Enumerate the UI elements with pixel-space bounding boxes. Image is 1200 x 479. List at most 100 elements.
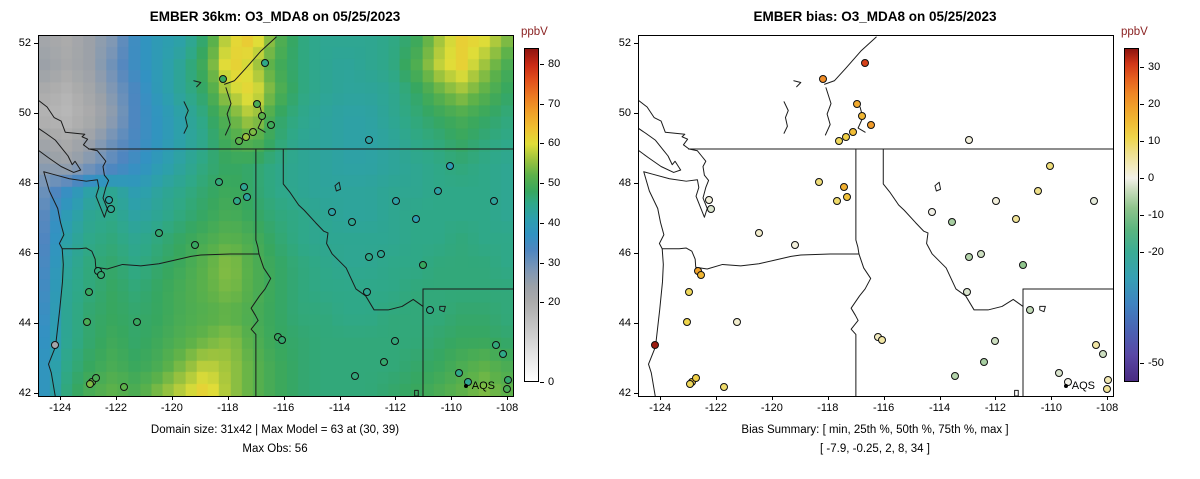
x-tick-label: -120	[160, 402, 183, 414]
station-dot	[950, 372, 959, 381]
bias-colorbar-gradient	[1124, 48, 1139, 382]
x-tick-mark	[1051, 396, 1053, 400]
station-dot	[696, 270, 705, 279]
model-x-axis: -124 -122 -120 -118 -116 -114 -112 -110 -108	[38, 396, 518, 420]
station-dot	[877, 335, 886, 344]
y-tick-label: 50	[618, 107, 631, 120]
station-dot	[814, 178, 823, 187]
station-dot	[858, 111, 867, 120]
station-dot	[502, 384, 511, 393]
bias-plot-area: AQS	[638, 35, 1114, 397]
colorbar-tick-label: 40	[548, 216, 561, 229]
station-dot	[1104, 375, 1113, 384]
station-dot	[963, 288, 972, 297]
model-caption-maxobs: Max Obs: 56	[242, 443, 308, 455]
colorbar-tick-label: 0	[548, 376, 555, 388]
station-dot	[682, 318, 691, 327]
y-tick-label: 52	[18, 37, 31, 50]
station-dot	[191, 241, 200, 250]
station-dot	[947, 218, 956, 227]
station-dot	[392, 197, 401, 206]
y-tick-mark	[34, 392, 38, 394]
station-dot	[364, 252, 373, 261]
y-tick-mark	[634, 182, 638, 184]
bias-aqs-legend: AQS	[1063, 380, 1095, 392]
model-plot-area: AQS	[38, 35, 514, 397]
model-stations-layer	[39, 36, 513, 396]
station-dot	[425, 305, 434, 314]
station-dot	[455, 368, 464, 377]
y-tick-mark	[634, 252, 638, 254]
colorbar-tick-mark	[540, 143, 544, 145]
colorbar-tick-label: 50	[548, 177, 561, 190]
station-dot	[1098, 349, 1107, 358]
colorbar-tick-mark	[540, 382, 544, 383]
station-dot	[498, 349, 507, 358]
colorbar-tick-mark	[1140, 66, 1144, 68]
x-tick-mark	[939, 396, 941, 400]
aqs-legend-label: AQS	[471, 380, 495, 392]
station-dot	[1090, 197, 1099, 206]
x-tick-mark	[715, 396, 717, 400]
colorbar-tick-label: 30	[548, 256, 561, 269]
model-colorbar: ppbV 0 20 30 40 50 60 70 80	[521, 26, 596, 388]
y-tick-label: 42	[18, 386, 31, 399]
model-map-panel: EMBER 36km: O3_MDA8 on 05/25/2023 42 44 46…	[18, 9, 596, 455]
y-tick-label: 48	[618, 176, 631, 189]
y-tick-mark	[634, 322, 638, 324]
x-tick-label: -114	[328, 402, 351, 414]
y-tick-mark	[34, 43, 38, 45]
station-dot	[841, 132, 850, 141]
station-dot	[1091, 340, 1100, 349]
station-dot	[234, 137, 243, 146]
x-tick-mark	[339, 396, 341, 400]
station-dot	[85, 287, 94, 296]
bias-y-axis: 42 44 46 48 50 52	[600, 35, 638, 399]
model-colorbar-gradient	[524, 48, 539, 382]
x-tick-mark	[60, 396, 62, 400]
station-dot	[242, 192, 251, 201]
colorbar-tick-label: 30	[1148, 60, 1161, 73]
station-dot	[266, 121, 275, 130]
station-dot	[719, 382, 728, 391]
x-tick-mark	[883, 396, 885, 400]
y-tick-label: 46	[18, 246, 31, 259]
station-dot	[928, 207, 937, 216]
station-dot	[248, 127, 257, 136]
station-dot	[979, 358, 988, 367]
x-tick-label: -122	[704, 402, 727, 414]
station-dot	[214, 178, 223, 187]
station-dot	[754, 228, 763, 237]
x-tick-mark	[995, 396, 997, 400]
y-tick-label: 42	[618, 386, 631, 399]
y-tick-mark	[34, 182, 38, 184]
station-dot	[1025, 305, 1034, 314]
station-dot	[791, 241, 800, 250]
y-tick-mark	[634, 392, 638, 394]
station-dot	[732, 317, 741, 326]
station-dot	[261, 59, 270, 68]
y-tick-mark	[634, 113, 638, 115]
station-dot	[651, 340, 660, 349]
colorbar-tick-mark	[540, 262, 544, 264]
colorbar-tick-label: -20	[1148, 246, 1164, 259]
bias-colorbar: ppbV -50 -20 -10 0 10 20 30	[1121, 26, 1196, 382]
station-dot	[419, 261, 427, 270]
colorbar-tick-label: 60	[548, 137, 561, 150]
x-tick-label: -108	[1096, 402, 1119, 414]
bias-map-panel: EMBER bias: O3_MDA8 on 05/25/2023 42 44 46…	[600, 0, 1200, 479]
colorbar-tick-label: -50	[1148, 357, 1164, 370]
station-dot	[833, 196, 842, 205]
colorbar-tick-label: -10	[1148, 209, 1164, 221]
station-dot	[379, 358, 388, 367]
station-dot	[848, 127, 857, 136]
station-dot	[277, 335, 286, 344]
x-tick-label: -118	[817, 402, 839, 414]
station-dot	[692, 374, 700, 383]
x-tick-mark	[451, 396, 453, 400]
x-tick-mark	[395, 396, 397, 400]
bias-colorbar-title: ppbV	[1121, 26, 1148, 38]
station-dot	[445, 162, 454, 171]
colorbar-tick-mark	[1140, 252, 1144, 254]
colorbar-tick-label: 20	[1148, 97, 1161, 110]
